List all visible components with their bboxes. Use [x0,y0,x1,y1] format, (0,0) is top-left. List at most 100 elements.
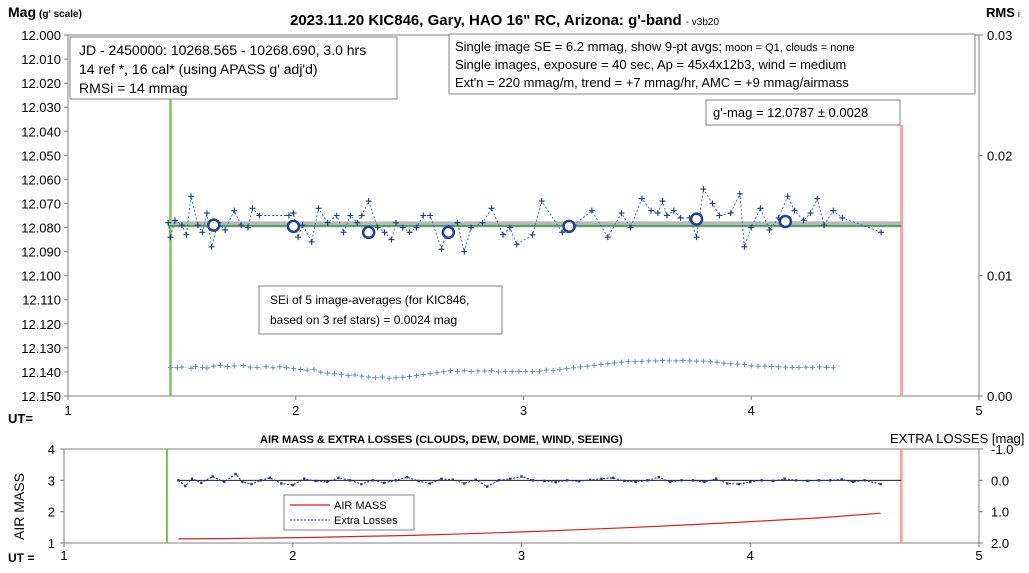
rms-point [495,369,501,375]
rms-point [325,370,331,376]
single-image-point [529,231,536,238]
rms-point [366,374,372,380]
single-image-point [208,243,215,250]
single-image-point [238,222,245,229]
single-image-point [454,219,461,226]
main-y-tick-label: 12.040 [21,124,61,139]
single-image-point [766,226,773,233]
lower-y2-tick-label: 1.0 [991,505,1009,520]
rms-point [605,361,611,367]
rms-point [557,367,563,373]
main-y2-tick-label: 0.01 [987,269,1012,284]
single-image-point [222,226,229,233]
extra-losses-point [714,477,718,480]
single-image-point [388,236,395,243]
rms-point [782,364,788,370]
rms-point [769,364,775,370]
extra-losses-point [211,475,214,478]
single-image-point [479,219,486,226]
extra-losses-point [749,480,752,484]
lower-x-tick-label: 3 [518,548,525,563]
extra-losses-point [726,482,729,485]
single-image-point [199,229,206,236]
main-y-tick-label: 12.120 [21,317,61,332]
extra-losses-line [178,473,881,488]
rms-point [653,358,659,364]
single-image-point [183,231,190,238]
extra-losses-point [383,481,386,485]
single-image-point [194,222,201,229]
single-image-point [839,214,846,221]
rms-point [372,375,378,381]
rms-point [311,366,317,372]
extra-losses-point [840,478,843,481]
single-image-point [663,212,670,219]
extra-losses-point [680,479,683,482]
lower-y-axis-label: AIR MASS [11,473,27,540]
lower-y2-tick-label: -1.0 [991,442,1013,457]
extra-losses-point [600,477,603,480]
lower-y-tick-label: 2 [48,505,55,520]
main-y-tick-label: 12.080 [21,221,61,236]
lower-legend-box [283,494,415,531]
extra-losses-point [184,484,187,488]
rms-point [420,372,426,378]
single-image-point [807,210,814,217]
rms-point [167,364,173,370]
rms-point [673,358,679,364]
single-image-point [604,234,611,241]
rms-point [231,363,237,369]
extra-losses-point [520,475,523,478]
rms-point [646,358,652,364]
extra-losses-point [737,482,741,486]
single-image-point [784,193,791,200]
lower-x-axis-label: UT = [8,551,34,565]
single-image-point [256,212,263,219]
extra-losses-point [200,481,203,485]
average-point [441,225,456,240]
info-box-right-line-1: Single image SE = 6.2 mmag, show 9-pt av… [455,39,855,54]
extra-losses-point [817,479,821,482]
main-y-tick-label: 12.110 [22,293,61,308]
extra-losses-point [177,479,180,482]
rms-point [448,367,454,373]
extra-losses-point [566,479,569,482]
sei-note-box: SEi of 5 image-averages (for KIC846, bas… [258,285,503,335]
main-chart-title: 2023.11.20 KIC846, Gary, HAO 16" RC, Ari… [290,12,719,29]
single-image-point [295,234,302,241]
extra-losses-point [668,480,672,484]
rms-point [830,365,836,371]
single-image-point [333,212,340,219]
rms-point [584,363,590,369]
rms-point [687,358,693,364]
extra-losses-point [405,476,409,479]
single-image-point [358,212,365,219]
rms-point [502,368,508,374]
main-y2-axis-label: RMS i [986,5,1020,20]
single-image-point [670,207,677,214]
single-image-point [700,186,707,193]
rms-point [386,375,392,381]
rms-point [755,363,761,369]
extra-losses-point [829,479,832,482]
legend-airmass-label: AIR MASS [334,500,387,512]
main-y-tick-label: 12.090 [21,245,61,260]
extra-losses-point [508,477,512,480]
main-y-tick-label: 12.010 [21,52,61,67]
single-image-point [178,222,185,229]
rms-point [618,359,624,365]
extra-losses-point [657,476,660,479]
single-image-point [167,234,174,241]
sei-note-line-1: SEi of 5 image-averages (for KIC846, [270,293,469,307]
single-image-point [381,229,388,236]
rms-point [277,364,283,370]
main-y-tick-label: 12.020 [21,76,61,91]
main-y-tick-label: 12.130 [21,341,61,356]
rms-point [694,358,700,364]
single-image-point [500,231,507,238]
single-image-point [757,205,764,212]
extra-losses-point [474,478,477,481]
single-image-point [693,234,700,241]
rms-point [659,358,665,364]
info-box-left-line-3: RMSi = 14 mmag [79,80,188,96]
